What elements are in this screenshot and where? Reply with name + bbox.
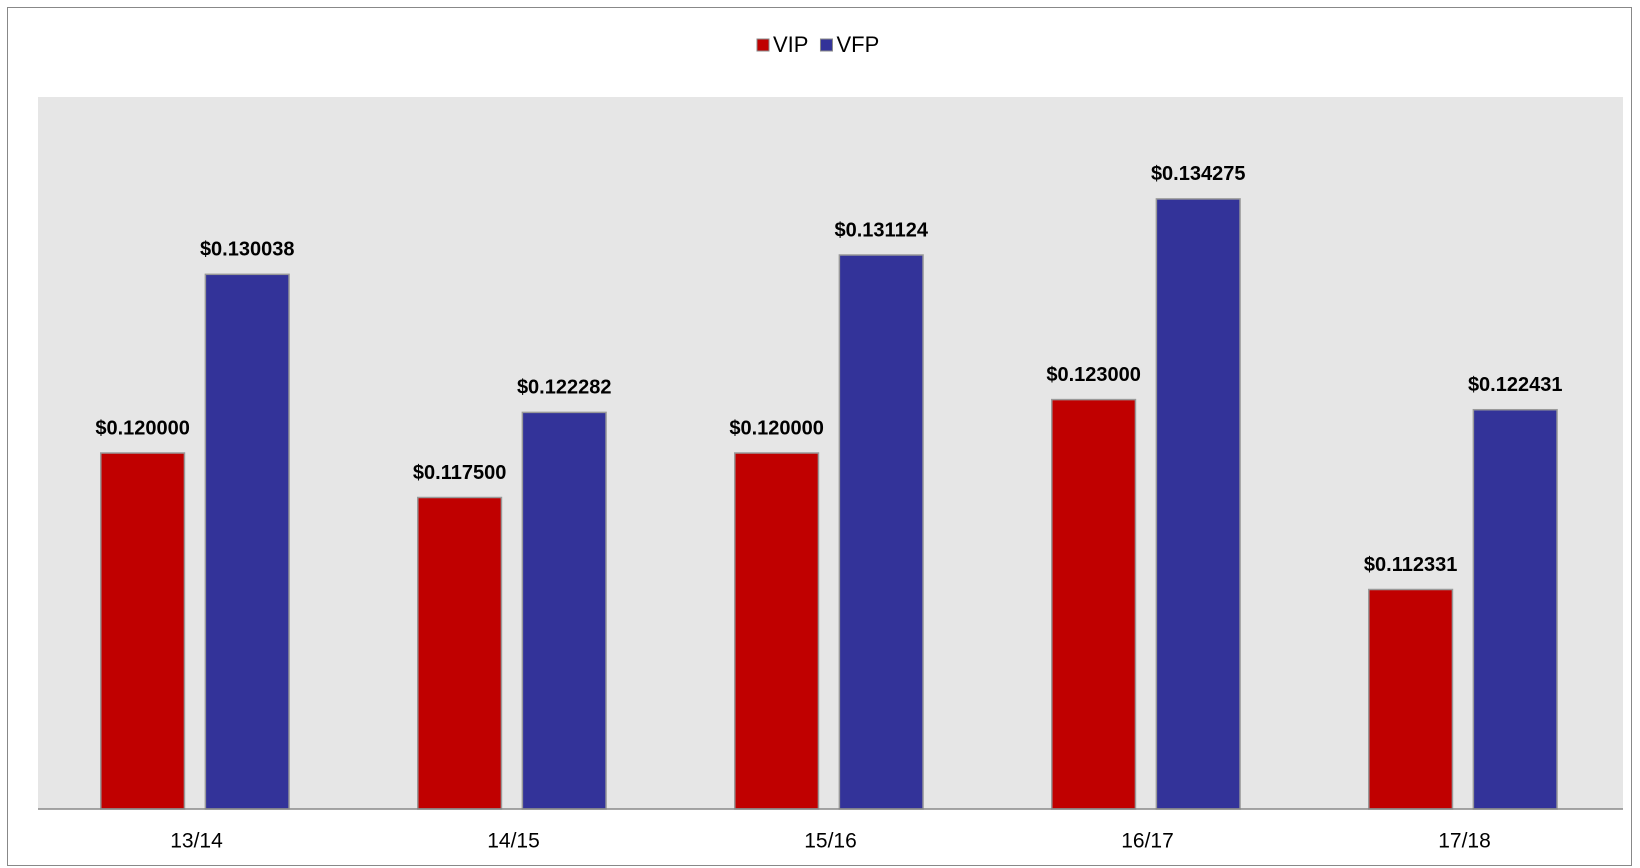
plot-area — [38, 97, 1623, 809]
data-label: $0.134275 — [1151, 163, 1246, 185]
bar — [734, 452, 820, 810]
bar — [1155, 198, 1241, 810]
legend-swatch — [819, 38, 833, 52]
data-label: $0.123000 — [1046, 364, 1141, 386]
data-label: $0.120000 — [729, 417, 824, 439]
legend-swatch — [756, 38, 770, 52]
bar — [1368, 588, 1454, 810]
data-label: $0.120000 — [95, 417, 190, 439]
bar — [417, 496, 503, 810]
bar — [100, 452, 186, 810]
data-label: $0.112331 — [1364, 554, 1457, 576]
bar — [521, 411, 607, 810]
bar — [1472, 408, 1558, 810]
data-label: $0.131124 — [835, 219, 929, 241]
legend-label: VIP — [773, 32, 808, 57]
x-tick-label: 14/15 — [487, 830, 540, 853]
bar — [838, 254, 924, 810]
bar — [204, 273, 290, 810]
x-tick-label: 13/14 — [170, 830, 223, 853]
data-label: $0.122282 — [517, 377, 612, 399]
data-label: $0.122431 — [1468, 374, 1563, 396]
bar — [1051, 398, 1137, 810]
x-tick-label: 17/18 — [1438, 830, 1491, 853]
x-tick-label: 16/17 — [1121, 830, 1174, 853]
legend-label: VFP — [836, 32, 879, 57]
data-label: $0.130038 — [200, 239, 295, 261]
data-label: $0.117500 — [413, 462, 506, 484]
x-tick-label: 15/16 — [804, 830, 857, 853]
